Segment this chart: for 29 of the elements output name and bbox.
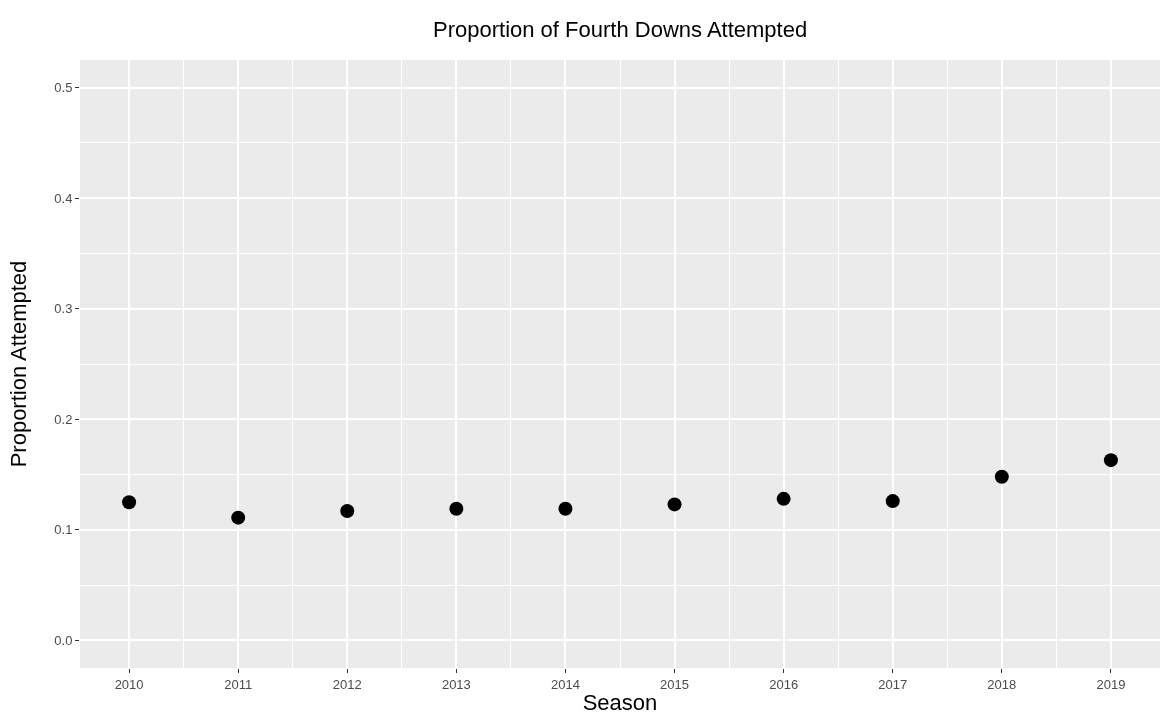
y-tick-label: 0.5 bbox=[54, 80, 73, 96]
y-tick-label: 0.0 bbox=[54, 632, 73, 648]
x-axis-title: Season bbox=[582, 690, 658, 716]
point bbox=[667, 497, 682, 512]
point bbox=[558, 501, 573, 516]
chart-title: Proportion of Fourth Downs Attempted bbox=[433, 17, 808, 43]
point bbox=[994, 469, 1009, 484]
x-tick-label: 2016 bbox=[769, 676, 799, 692]
point bbox=[776, 491, 791, 506]
y-tick-label: 0.3 bbox=[54, 301, 73, 317]
y-tick-label: 0.4 bbox=[54, 190, 73, 206]
x-tick-label: 2014 bbox=[550, 676, 580, 692]
x-tick-label: 2012 bbox=[332, 676, 362, 692]
point bbox=[1103, 453, 1118, 468]
point bbox=[122, 495, 137, 510]
x-tick-label: 2013 bbox=[441, 676, 471, 692]
x-tick-label: 2018 bbox=[987, 676, 1017, 692]
x-tick-label: 2019 bbox=[1096, 676, 1126, 692]
point bbox=[885, 494, 900, 509]
x-tick-label: 2010 bbox=[114, 676, 144, 692]
point bbox=[449, 501, 464, 516]
point bbox=[340, 504, 355, 519]
y-tick-label: 0.1 bbox=[54, 522, 73, 538]
x-tick-label: 2011 bbox=[224, 676, 253, 692]
point bbox=[231, 510, 246, 525]
y-tick-label: 0.2 bbox=[54, 411, 73, 427]
x-tick-label: 2015 bbox=[660, 676, 690, 692]
x-tick-label: 2017 bbox=[878, 676, 908, 692]
y-axis-title: Proportion Attempted bbox=[6, 260, 31, 468]
